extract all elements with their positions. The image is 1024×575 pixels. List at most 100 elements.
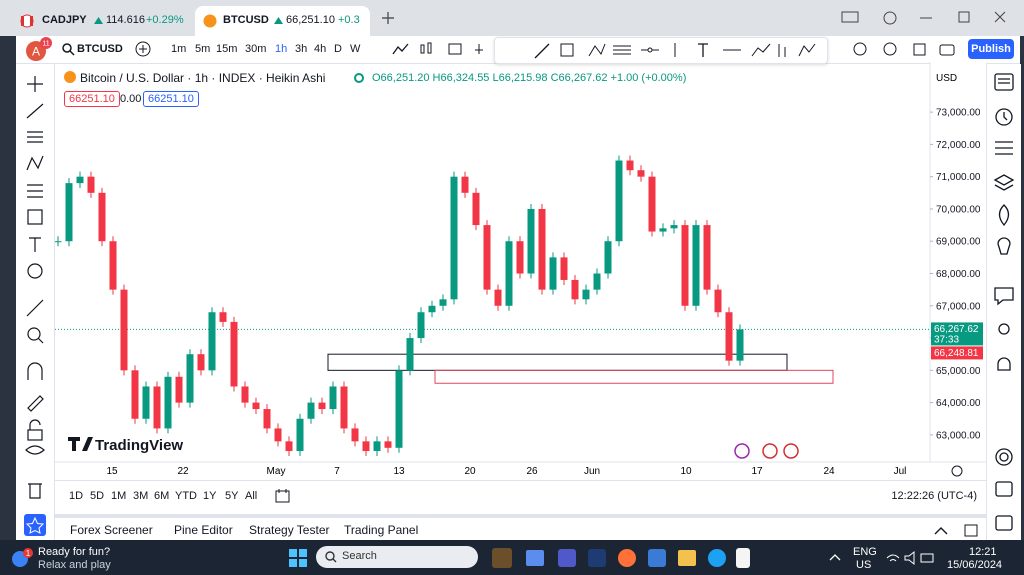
panel-controls[interactable]	[933, 522, 983, 538]
buy-price[interactable]: 66251.10	[143, 91, 199, 107]
x-tick-label: 10	[680, 466, 692, 477]
candle	[285, 441, 293, 452]
candle	[120, 289, 128, 371]
symbol-search[interactable]: BTCUSD	[77, 43, 123, 55]
left-tool-icons[interactable]	[16, 64, 54, 540]
chart-tools[interactable]	[391, 41, 511, 57]
interval-button[interactable]: 15m	[216, 43, 238, 55]
y-tick-label: 72,000.00	[936, 140, 981, 151]
range-button[interactable]: YTD	[175, 490, 197, 502]
start-button[interactable]	[288, 548, 308, 568]
interval-button[interactable]: 5m	[195, 43, 211, 55]
range-button[interactable]: 6M	[154, 490, 170, 502]
tab-symbol: BTCUSD	[223, 14, 269, 26]
avatar-badge: 11	[42, 41, 49, 48]
taskbar-search[interactable]: Search	[316, 546, 478, 568]
language[interactable]: ENG	[853, 546, 877, 558]
clock: 12:22:26 (UTC-4)	[891, 490, 977, 502]
x-tick-label: 13	[393, 466, 405, 477]
avatar[interactable]: A 11	[24, 37, 54, 63]
candle	[615, 160, 623, 242]
flag-icon	[20, 14, 34, 28]
range-button[interactable]: 1M	[111, 490, 127, 502]
candle	[527, 208, 535, 274]
candle	[417, 312, 425, 339]
sell-price[interactable]: 66251.10	[64, 91, 120, 107]
tray-arrow[interactable]	[828, 551, 842, 563]
x-tick-label: 17	[751, 466, 763, 477]
panel-tab[interactable]: Forex Screener	[70, 523, 153, 537]
candle	[65, 183, 73, 242]
candle	[340, 386, 348, 429]
legend-title: Bitcoin / U.S. Dollar · 1h · INDEX · Hei…	[80, 71, 326, 85]
notice-title[interactable]: Ready for fun?	[38, 546, 111, 558]
window-controls[interactable]	[840, 8, 1020, 28]
x-tick-label: 15	[106, 466, 118, 477]
candle	[494, 289, 502, 306]
right-sidebar	[986, 64, 1021, 540]
panel-tab[interactable]: Pine Editor	[174, 523, 233, 537]
browser-tab-bar: CADJPY 114.616 +0.29% BTCUSD 66,251.10 +…	[0, 0, 1024, 36]
search-placeholder: Search	[342, 550, 377, 562]
interval-button[interactable]: 1m	[171, 43, 187, 55]
search-icon	[325, 551, 337, 563]
browser-tab-active[interactable]: BTCUSD 66,251.10 +0.3	[195, 6, 370, 36]
y-tick-label: 65,000.00	[936, 366, 981, 377]
publish-button[interactable]: Publish	[968, 39, 1014, 59]
y-tick-label: 67,000.00	[936, 301, 981, 312]
interval-button[interactable]: 1h	[275, 43, 288, 55]
y-tick-label: 73,000.00	[936, 108, 981, 119]
candle	[670, 225, 678, 229]
range-button[interactable]: All	[245, 490, 258, 502]
desktop-edge	[1020, 36, 1024, 540]
pinned-apps[interactable]	[490, 546, 750, 570]
drawing-icons[interactable]	[495, 38, 827, 63]
interval-button[interactable]: W	[350, 43, 361, 55]
y-tick-label: 69,000.00	[936, 237, 981, 248]
range-button[interactable]: 3M	[133, 490, 149, 502]
range-button[interactable]: 1D	[69, 490, 84, 502]
x-tick-label: Jul	[894, 466, 907, 477]
range-button[interactable]: 5Y	[225, 490, 239, 502]
candle	[725, 312, 733, 361]
candle	[384, 441, 392, 448]
notice-badge: 1	[26, 549, 31, 558]
candle	[549, 257, 557, 290]
candle	[461, 176, 469, 193]
avatar-letter: A	[32, 45, 40, 59]
panel-tab[interactable]: Trading Panel	[344, 523, 419, 537]
x-tick-label: 24	[823, 466, 835, 477]
watermark: TradingView	[68, 437, 183, 454]
interval-button[interactable]: 3h	[295, 43, 308, 55]
range-button[interactable]: 5D	[90, 490, 105, 502]
search-icon	[62, 43, 75, 56]
interval-button[interactable]: 30m	[245, 43, 267, 55]
candle	[626, 160, 634, 171]
candle	[406, 338, 414, 371]
interval-button[interactable]: D	[334, 43, 342, 55]
top-toolbar: A 11 BTCUSD 1m 5m 15m 30m 1h 3h 4h D W Publish	[16, 36, 1020, 64]
tab-price: 114.616	[106, 14, 145, 26]
candle	[241, 386, 249, 403]
y-tick-label: 71,000.00	[936, 172, 981, 183]
interval-button[interactable]: 4h	[314, 43, 327, 55]
tray-icons[interactable]	[885, 550, 935, 566]
panel-tab[interactable]: Strategy Tester	[249, 523, 330, 537]
y-tick-label: 64,000.00	[936, 398, 981, 409]
goto-date[interactable]	[275, 488, 291, 504]
browser-tab[interactable]: CADJPY 114.616 +0.29%	[10, 6, 190, 36]
price-axis	[930, 62, 986, 480]
new-tab-button[interactable]	[380, 10, 396, 26]
candle	[472, 192, 480, 226]
candle	[538, 208, 546, 290]
candle	[395, 370, 403, 448]
watermark-logo	[68, 437, 93, 451]
right-tools[interactable]	[852, 41, 962, 58]
compare-button[interactable]	[135, 41, 151, 57]
candle	[703, 225, 711, 290]
candle	[439, 299, 447, 306]
range-button[interactable]: 1Y	[203, 490, 217, 502]
sidebar-icons[interactable]	[987, 64, 1021, 540]
candle	[362, 441, 370, 452]
time: 12:21	[969, 546, 997, 558]
